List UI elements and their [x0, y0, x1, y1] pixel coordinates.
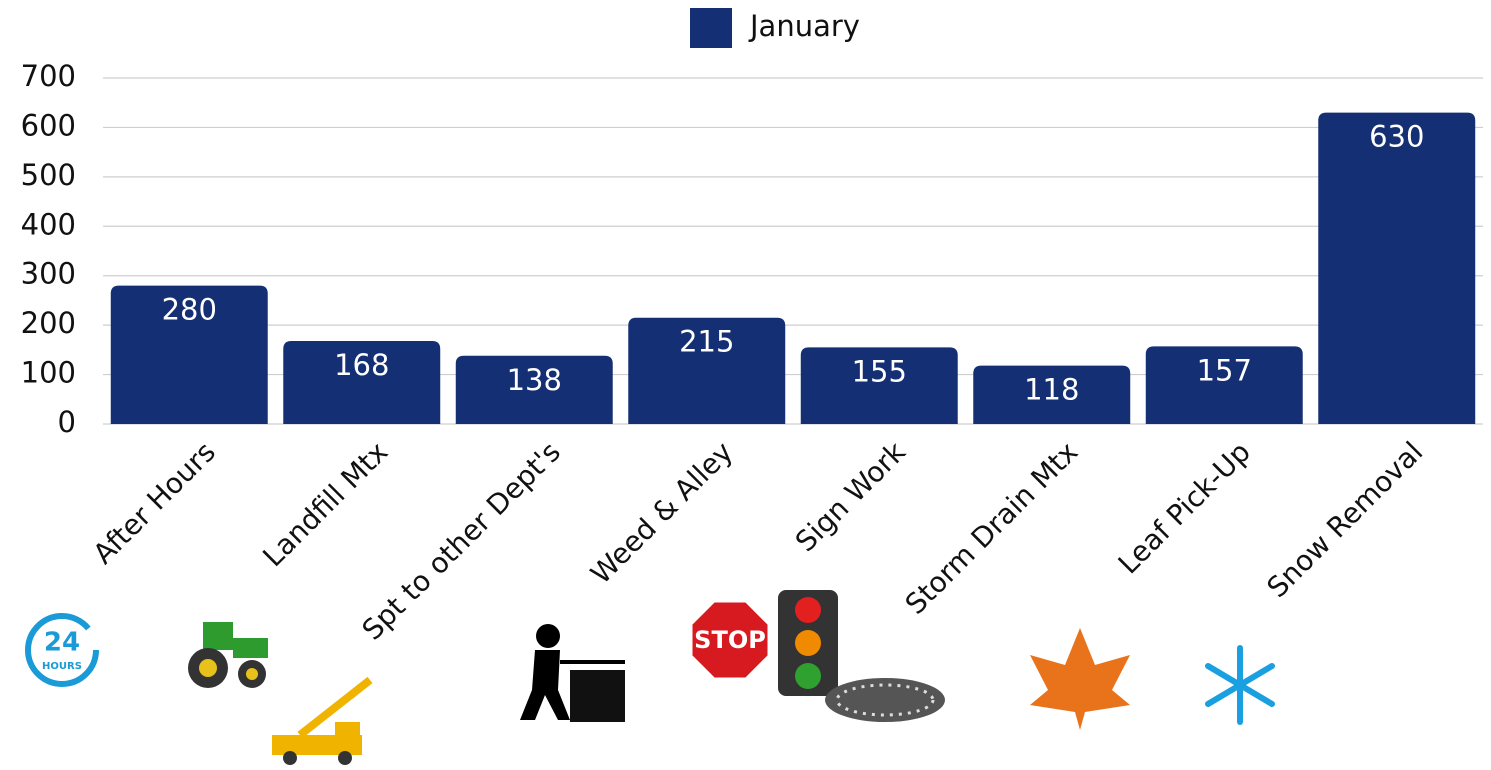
- icon-crane: [272, 680, 370, 765]
- y-tick-label: 200: [21, 306, 76, 340]
- icon-text: HOURS: [42, 661, 82, 672]
- value-label: 155: [852, 354, 907, 388]
- value-label: 118: [1024, 373, 1079, 407]
- y-tick-label: 0: [58, 405, 76, 439]
- x-tick-label: After Hours: [87, 435, 222, 570]
- x-tick-label: Spt to other Dept's: [356, 435, 567, 646]
- value-label: 157: [1197, 353, 1252, 387]
- icon-text: 24: [44, 628, 80, 658]
- value-label: 168: [334, 348, 389, 382]
- value-label: 630: [1369, 120, 1424, 154]
- value-label: 215: [679, 325, 734, 359]
- y-tick-label: 700: [21, 59, 76, 93]
- icon-text: STOP: [694, 626, 766, 654]
- x-tick-label: Sign Work: [789, 435, 913, 559]
- icon-stop-sign: STOP: [691, 601, 769, 679]
- value-label: 280: [162, 293, 217, 327]
- bar: [1318, 113, 1475, 424]
- icon-traffic-light: [778, 590, 838, 696]
- x-tick-label: Snow Removal: [1261, 435, 1430, 604]
- legend-label: January: [748, 9, 860, 43]
- icon-worker: [520, 624, 625, 722]
- y-tick-label: 600: [21, 108, 76, 142]
- x-tick-label: Landfill Mtx: [256, 435, 394, 573]
- y-tick-label: 100: [21, 356, 76, 390]
- y-tick-label: 300: [21, 257, 76, 291]
- y-tick-label: 400: [21, 207, 76, 241]
- value-label: 138: [507, 363, 562, 397]
- chart: 24 HOURS STOP 010020030040: [0, 0, 1491, 770]
- icon-leaf: [1030, 628, 1130, 730]
- icon-snowflake: [1208, 648, 1272, 722]
- icon-storm-drain: [825, 678, 945, 722]
- x-tick-label: Storm Drain Mtx: [899, 435, 1085, 621]
- icon-tractor: [188, 622, 268, 688]
- x-tick-label: Weed & Alley: [584, 435, 739, 590]
- legend-swatch: [690, 8, 732, 48]
- y-tick-label: 500: [21, 158, 76, 192]
- x-tick-label: Leaf Pick-Up: [1112, 435, 1257, 580]
- icon-24-hours: 24 HOURS: [28, 616, 96, 684]
